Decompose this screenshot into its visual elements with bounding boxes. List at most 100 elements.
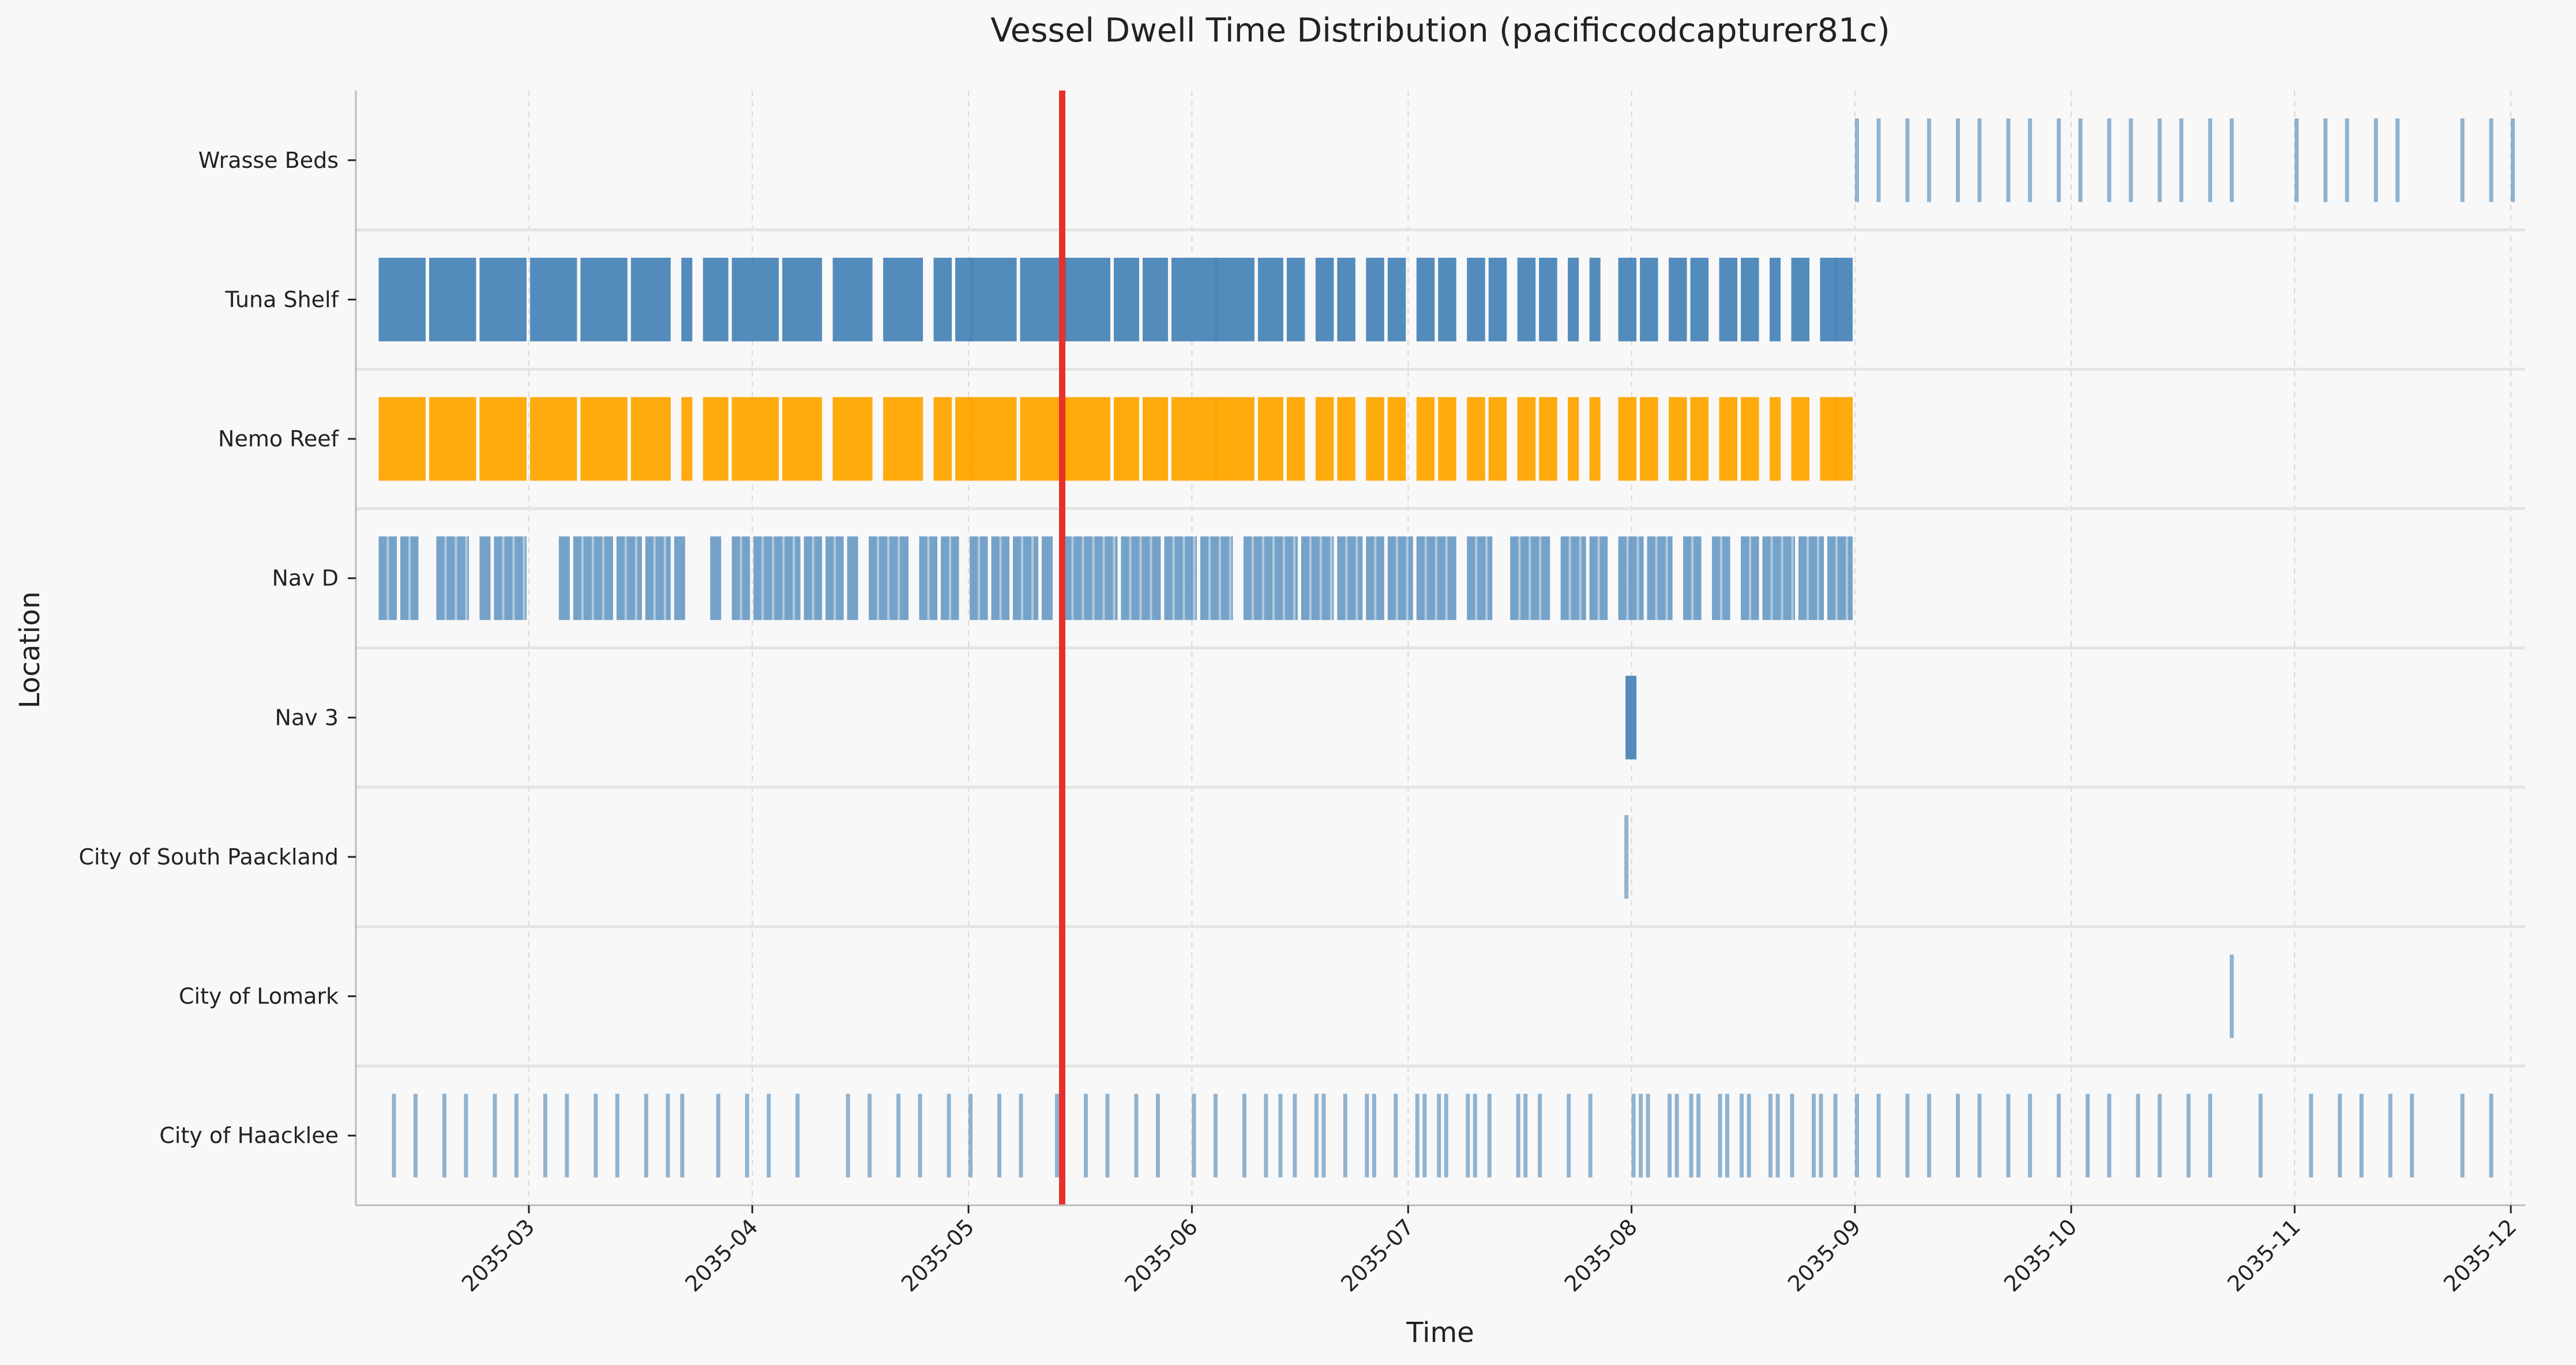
visit-bar [674, 536, 685, 621]
visit-bar [1719, 397, 1738, 481]
visit-bar [1473, 1093, 1477, 1178]
visit-bar-stripe [581, 536, 584, 621]
visit-bar [1762, 536, 1796, 621]
visit-bar [1567, 1093, 1571, 1178]
visit-bar [1488, 257, 1507, 341]
visit-bar-stripe [1579, 536, 1582, 621]
visit-bar [1747, 1093, 1751, 1178]
visit-bar [1372, 1093, 1376, 1178]
visit-bar [970, 536, 988, 621]
visit-bar [1019, 1093, 1023, 1178]
visit-bar [1588, 1093, 1593, 1178]
visit-bar-stripe [386, 536, 389, 621]
visit-bar [1200, 536, 1233, 621]
visit-bar [413, 1093, 418, 1178]
visit-bar-stripe [761, 536, 764, 621]
y-tick-label: City of South Paackland [78, 844, 339, 870]
visit-bar [493, 1093, 497, 1178]
visit-bar-stripe [1749, 536, 1752, 621]
y-tick-label: City of Lomark [179, 984, 339, 1009]
visit-bar [970, 397, 1017, 481]
visit-bar [2323, 118, 2328, 202]
visit-bar-stripe [898, 536, 900, 621]
visit-bar [1063, 536, 1118, 621]
visit-bar [580, 257, 628, 341]
visit-bar [1791, 397, 1809, 481]
visit-bar [1768, 1093, 1773, 1178]
visit-bar [1647, 536, 1673, 621]
visit-bar-stripe [653, 536, 656, 621]
visit-bar [1083, 1093, 1088, 1178]
visit-bar [464, 1093, 468, 1178]
visit-bar [1905, 1093, 1910, 1178]
visit-bar [2295, 118, 2299, 202]
visit-bar [1243, 536, 1298, 621]
visit-bar [1337, 536, 1363, 621]
visit-bar [2107, 1093, 2112, 1178]
visit-bar-stripe [591, 536, 594, 621]
visit-bar-stripe [1518, 536, 1521, 621]
visit-bar-stripe [1539, 536, 1542, 621]
visit-bar [2006, 118, 2011, 202]
visit-bar [1387, 257, 1406, 341]
visit-bar-stripe [1345, 536, 1348, 621]
visit-bar-stripe [523, 536, 525, 621]
visit-bar [883, 257, 923, 341]
axes [355, 91, 2525, 1206]
visit-bar-stripe [793, 536, 795, 621]
visit-bar [803, 536, 823, 621]
visit-bar [2489, 1093, 2494, 1178]
visit-bar [1438, 257, 1456, 341]
visit-bar [680, 1093, 685, 1178]
visit-bar [968, 1093, 973, 1178]
visit-bar-stripe [602, 536, 604, 621]
visit-bar [1415, 1093, 1420, 1178]
visit-bar [1819, 1093, 1823, 1178]
visit-bar [832, 397, 873, 481]
x-axis-label: Time [1406, 1317, 1474, 1349]
visit-bar [1618, 536, 1644, 621]
visit-bar [1467, 536, 1493, 621]
visit-bar-stripe [1529, 536, 1531, 621]
visit-bar [1365, 1093, 1369, 1178]
visit-bar-stripe [1102, 536, 1105, 621]
visit-bar [1833, 1093, 1838, 1178]
visit-bar [1466, 1093, 1470, 1178]
visit-bar [645, 536, 671, 621]
visit-bar [1366, 397, 1384, 481]
visit-bar [731, 397, 779, 481]
visit-bar [1690, 257, 1709, 341]
visit-bar [1264, 1093, 1268, 1178]
grid-lines [528, 91, 2512, 1205]
visit-bar [2186, 1093, 2191, 1178]
visit-bar-stripe [1319, 536, 1322, 621]
visit-bar-stripe [624, 536, 627, 621]
visit-bar [2136, 1093, 2141, 1178]
visit-bar [1366, 257, 1384, 341]
visit-bar-stripe [1251, 536, 1254, 621]
visit-bar [1516, 1093, 1520, 1178]
visit-bar [681, 257, 693, 341]
y-ticks: Wrasse Beds Tuna Shelf Nemo Reef Nav D Nav 3… [78, 148, 356, 1148]
visit-bar-stripe [1282, 536, 1285, 621]
visit-bar [1487, 1093, 1492, 1178]
visit-bar-stripe [1272, 536, 1275, 621]
visit-bar [1192, 1093, 1196, 1178]
visit-bar [1315, 397, 1334, 481]
visit-bar-stripe [1092, 536, 1095, 621]
visit-bar-stripe [1293, 536, 1295, 621]
visit-bar [1366, 536, 1384, 621]
visit-bar [2027, 118, 2032, 202]
visit-bar [2208, 118, 2213, 202]
visit-bar-stripe [1071, 536, 1074, 621]
visit-bar [479, 397, 527, 481]
visit-bar [1646, 1093, 1650, 1178]
visit-bar-stripe [1568, 536, 1571, 621]
visit-bar [1741, 257, 1759, 341]
visit-bar [933, 397, 952, 481]
visit-bar [1689, 1093, 1693, 1178]
visit-bar [1467, 397, 1485, 481]
visit-bar [703, 397, 729, 481]
visit-bar [1624, 815, 1629, 899]
